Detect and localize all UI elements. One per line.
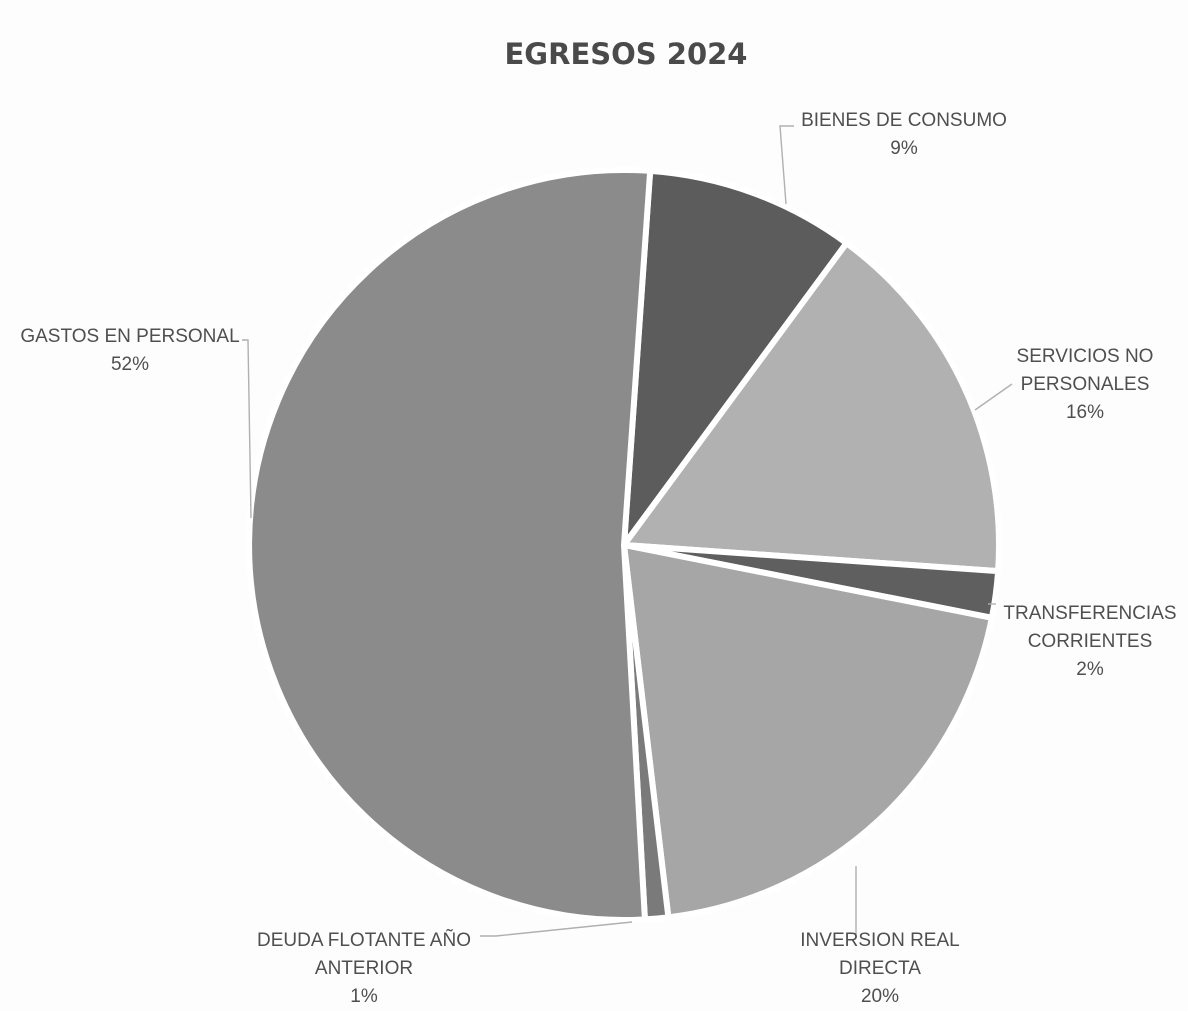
leader-line-gastos-en-personal bbox=[242, 339, 252, 519]
data-label-percent: 9% bbox=[890, 138, 918, 159]
chart-title: EGRESOS 2024 bbox=[505, 37, 748, 71]
data-label-category: DEUDA FLOTANTE AÑO bbox=[257, 929, 471, 951]
pie-slice-gastos-en-personal bbox=[246, 167, 654, 923]
leader-lines-layer bbox=[242, 125, 1013, 937]
leader-line-servicios-no-personales bbox=[974, 383, 1013, 411]
pie-slice-bienes-de-consumo bbox=[621, 167, 850, 548]
data-label-transferencias-corrientes: TRANSFERENCIAS CORRIENTES 2% bbox=[1003, 603, 1176, 680]
data-label-deuda-flotante-ano-anterior: DEUDA FLOTANTE AÑO ANTERIOR 1% bbox=[257, 929, 471, 1007]
data-label-category: TRANSFERENCIAS bbox=[1003, 603, 1176, 624]
data-label-category: PERSONALES bbox=[1021, 374, 1150, 395]
data-label-category: DIRECTA bbox=[839, 958, 921, 979]
data-label-bienes-de-consumo: BIENES DE CONSUMO 9% bbox=[801, 110, 1007, 159]
data-label-inversion-real-directa: INVERSION REAL DIRECTA 20% bbox=[800, 930, 959, 1007]
data-label-percent: 52% bbox=[111, 354, 149, 375]
pie-slice-servicios-no-personales bbox=[621, 240, 1002, 575]
data-label-percent: 1% bbox=[350, 986, 378, 1007]
data-label-percent: 20% bbox=[861, 986, 899, 1007]
data-label-category: CORRIENTES bbox=[1028, 631, 1153, 652]
data-label-category: INVERSION REAL bbox=[800, 930, 959, 951]
data-label-servicios-no-personales: SERVICIOS NO PERSONALES 16% bbox=[1017, 346, 1154, 423]
data-label-category: SERVICIOS NO bbox=[1017, 346, 1154, 367]
leader-line-bienes-de-consumo bbox=[779, 125, 794, 205]
data-labels-layer: BIENES DE CONSUMO 9% SERVICIOS NO PERSONALE… bbox=[20, 110, 1176, 1007]
data-label-percent: 2% bbox=[1076, 659, 1104, 680]
leader-line-deuda-flotante-ano-anterior bbox=[480, 921, 633, 937]
slices-layer bbox=[246, 167, 1002, 923]
data-label-category: ANTERIOR bbox=[315, 958, 413, 979]
data-label-gastos-en-personal: GASTOS EN PERSONAL 52% bbox=[20, 326, 239, 375]
data-label-category: GASTOS EN PERSONAL bbox=[20, 326, 239, 347]
data-label-category: BIENES DE CONSUMO bbox=[801, 110, 1007, 131]
pie-slice-inversion-real-directa bbox=[621, 542, 995, 921]
data-label-percent: 16% bbox=[1066, 402, 1104, 423]
